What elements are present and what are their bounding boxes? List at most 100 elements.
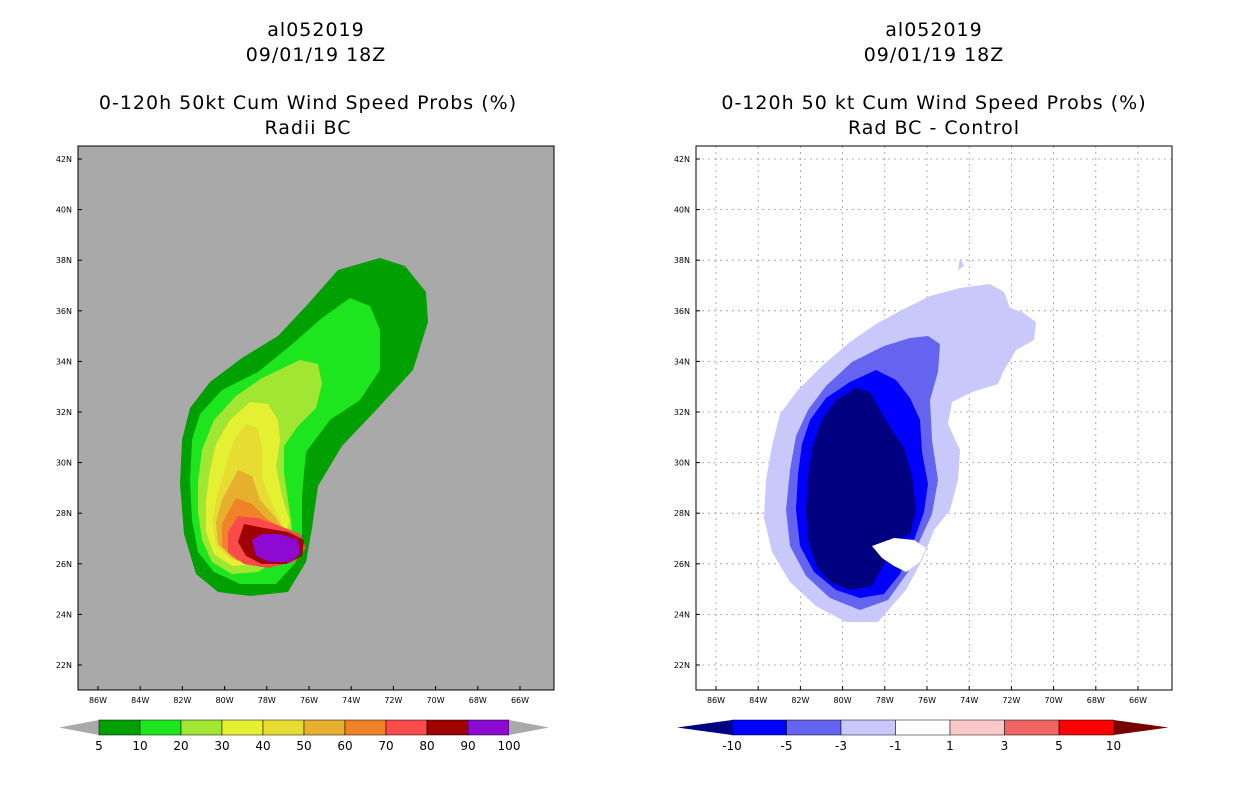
storm-id: al052019: [885, 19, 983, 41]
colorbar-swatch: [731, 719, 787, 736]
colorbar-label: 10: [1106, 739, 1121, 753]
lat-label: 42N: [56, 155, 72, 164]
lat-label: 32N: [56, 408, 72, 417]
product-title: 0-120h 50kt Cum Wind Speed Probs (%): [98, 92, 518, 114]
colorbar-label: 90: [460, 739, 475, 753]
lon-label: 66W: [1129, 696, 1147, 705]
colorbar-swatch: [786, 719, 842, 736]
colorbar-label: 10: [132, 739, 147, 753]
lon-label: 84W: [131, 696, 149, 705]
colorbar-swatch: [262, 719, 305, 736]
colorbar-label: -5: [781, 739, 793, 753]
right-map-panel: 42N 40N 38N 36N 34N 32N 30N 28N 26N 24N 22N 86W 84W…: [674, 145, 1173, 705]
lat-label: 38N: [674, 256, 690, 265]
colorbar-difference: -10 -5 -3 -1 1 3 5 10: [677, 719, 1169, 753]
contour-neg10: [806, 388, 916, 590]
colorbar-label: 80: [419, 739, 434, 753]
lon-label: 74W: [342, 696, 360, 705]
lon-label: 80W: [216, 696, 234, 705]
longitude-labels: 86W 84W 82W 80W 78W 76W 74W 72W 70W 68W 66W: [707, 686, 1147, 705]
lon-label: 82W: [791, 696, 809, 705]
lon-label: 70W: [1045, 696, 1063, 705]
lon-label: 76W: [918, 696, 936, 705]
probability-shading: [180, 258, 428, 596]
contour-90: [252, 534, 300, 562]
colorbar-label: 5: [1055, 739, 1063, 753]
colorbar-over-arrow: [509, 720, 549, 735]
latitude-labels: 42N 40N 38N 36N 34N 32N 30N 28N 26N 24N 22N: [674, 155, 700, 670]
colorbar-swatch: [385, 719, 428, 736]
lat-label: 34N: [56, 357, 72, 366]
lat-label: 22N: [56, 661, 72, 670]
lat-label: 28N: [674, 509, 690, 518]
lat-label: 30N: [674, 459, 690, 468]
lat-label: 34N: [674, 357, 690, 366]
lon-label: 72W: [1002, 696, 1020, 705]
lat-label: 26N: [56, 560, 72, 569]
lon-label: 82W: [173, 696, 191, 705]
colorbar-label: 40: [255, 739, 270, 753]
colorbar-label: 30: [214, 739, 229, 753]
lon-label: 86W: [89, 696, 107, 705]
lat-label: 40N: [674, 206, 690, 215]
colorbar-swatch: [98, 719, 141, 736]
left-map-panel: 42N 40N 38N 36N 34N 32N 30N 28N 26N 24N 22N 86W 84W…: [56, 145, 555, 705]
colorbar-label: 5: [95, 739, 103, 753]
colorbar-label: 1: [946, 739, 954, 753]
colorbar-swatch: [180, 719, 223, 736]
lon-label: 68W: [469, 696, 487, 705]
lon-label: 72W: [384, 696, 402, 705]
lat-label: 36N: [56, 307, 72, 316]
latitude-labels: 42N 40N 38N 36N 34N 32N 30N 28N 26N 24N 22N: [56, 155, 82, 670]
lon-label: 66W: [511, 696, 529, 705]
forecast-datetime: 09/01/19 18Z: [245, 44, 387, 66]
colorbar-label: 70: [378, 739, 393, 753]
lat-label: 26N: [674, 560, 690, 569]
lat-label: 38N: [56, 256, 72, 265]
difference-shading: [764, 258, 1036, 622]
lat-label: 42N: [674, 155, 690, 164]
lon-label: 76W: [300, 696, 318, 705]
lat-label: 40N: [56, 206, 72, 215]
lat-label: 24N: [674, 610, 690, 619]
colorbar-swatch: [949, 719, 1005, 736]
colorbar-label: 20: [173, 739, 188, 753]
product-subtitle: Rad BC - Control: [847, 117, 1021, 139]
colorbar-label: 50: [296, 739, 311, 753]
lon-label: 80W: [834, 696, 852, 705]
colorbar-label: -1: [890, 739, 902, 753]
colorbar-swatch: [303, 719, 346, 736]
colorbar-swatch: [426, 719, 469, 736]
product-subtitle: Radii BC: [264, 117, 352, 139]
colorbar-under-arrow: [59, 720, 99, 735]
colorbar-swatch: [139, 719, 182, 736]
lon-label: 86W: [707, 696, 725, 705]
lat-label: 30N: [56, 459, 72, 468]
lat-label: 32N: [674, 408, 690, 417]
colorbar-swatch: [840, 719, 896, 736]
lon-label: 78W: [258, 696, 276, 705]
lat-label: 36N: [674, 307, 690, 316]
longitude-labels: 86W 84W 82W 80W 78W 76W 74W 72W 70W 68W 66W: [89, 686, 529, 705]
colorbar-over-arrow: [1113, 720, 1169, 735]
lon-label: 68W: [1087, 696, 1105, 705]
lon-label: 78W: [876, 696, 894, 705]
product-title: 0-120h 50 kt Cum Wind Speed Probs (%): [721, 92, 1147, 114]
lon-label: 70W: [427, 696, 445, 705]
contour-near-zero: [872, 538, 926, 572]
colorbar-swatch: [895, 719, 951, 736]
colorbar-label: -3: [835, 739, 847, 753]
lat-label: 28N: [56, 509, 72, 518]
colorbar-swatch: [1004, 719, 1060, 736]
colorbar-probability: 5 10 20 30 40 50 60 70 80 90 100: [59, 719, 549, 753]
lat-label: 24N: [56, 610, 72, 619]
colorbar-swatch: [221, 719, 264, 736]
lat-label: 22N: [674, 661, 690, 670]
colorbar-swatch: [467, 719, 510, 736]
colorbar-label: 100: [498, 739, 521, 753]
colorbar-label: -10: [722, 739, 742, 753]
lon-label: 74W: [960, 696, 978, 705]
map-frame: [695, 145, 1173, 691]
colorbar-swatch: [344, 719, 387, 736]
